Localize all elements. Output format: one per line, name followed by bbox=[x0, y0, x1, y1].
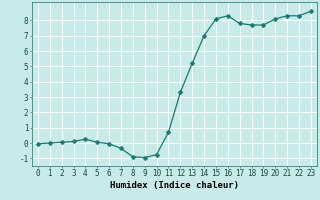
X-axis label: Humidex (Indice chaleur): Humidex (Indice chaleur) bbox=[110, 181, 239, 190]
